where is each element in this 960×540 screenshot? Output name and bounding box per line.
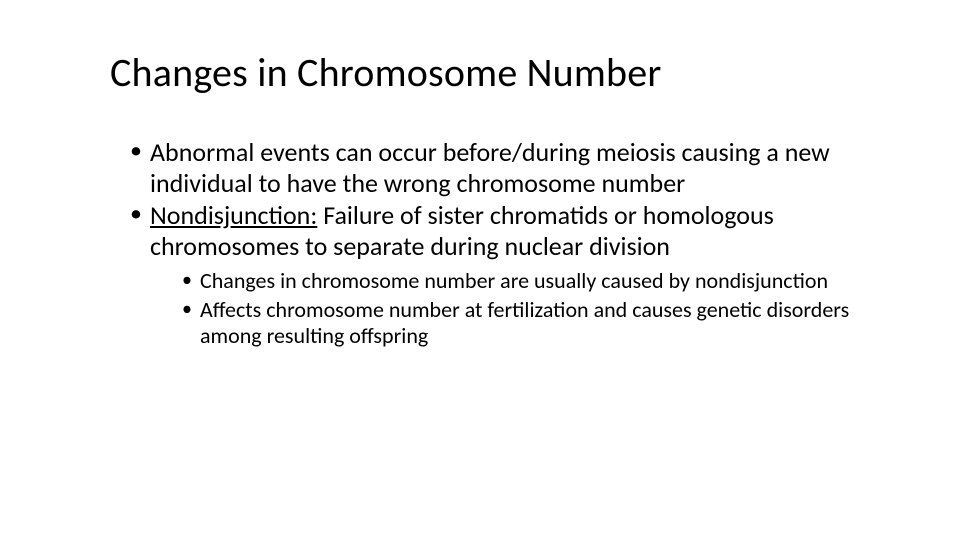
sub-bullet-1: Changes in chromosome number are usually… xyxy=(186,268,850,295)
bullet-item-2-term: Nondisjunction: xyxy=(150,199,317,231)
slide: Changes in Chromosome Number Abnormal ev… xyxy=(0,0,960,540)
bullet-item-1-text: Abnormal events can occur before/during … xyxy=(150,136,830,199)
sub-bullet-1-text: Changes in chromosome number are usually… xyxy=(200,267,828,294)
bullet-list-level2: Changes in chromosome number are usually… xyxy=(150,268,850,350)
bullet-list-level1: Abnormal events can occur before/during … xyxy=(110,137,850,350)
slide-title: Changes in Chromosome Number xyxy=(110,48,850,97)
sub-bullet-2: Affects chromosome number at fertilizati… xyxy=(186,297,850,351)
bullet-item-1: Abnormal events can occur before/during … xyxy=(134,137,850,198)
bullet-item-2: Nondisjunction: Failure of sister chroma… xyxy=(134,200,850,350)
sub-bullet-2-text: Affects chromosome number at fertilizati… xyxy=(200,296,849,350)
